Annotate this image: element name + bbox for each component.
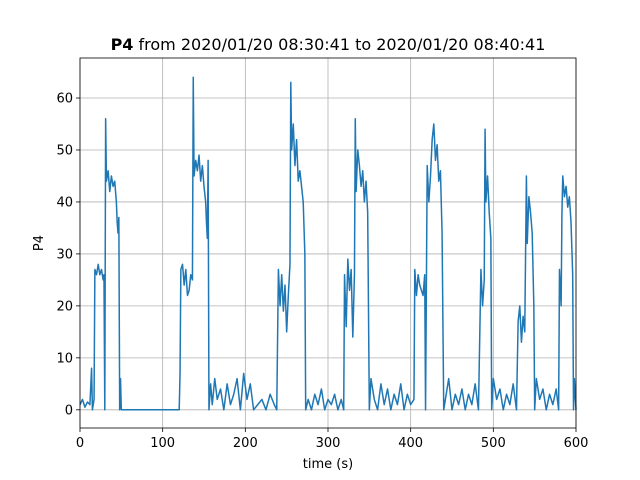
y-tick-label: 60 (56, 92, 73, 107)
y-tick-label: 30 (56, 247, 73, 262)
x-tick-label: 200 (233, 436, 258, 451)
x-tick-label: 400 (398, 436, 423, 451)
y-tick-label: 40 (56, 195, 73, 210)
title-text: from 2020/01/20 08:30:41 to 2020/01/20 0… (139, 35, 546, 54)
y-tick-label: 50 (56, 143, 73, 158)
x-tick-label: 100 (150, 436, 175, 451)
y-tick-label: 20 (56, 299, 73, 314)
x-tick-label: 0 (76, 436, 84, 451)
x-tick-label: 500 (481, 436, 506, 451)
title-bold: P4 (111, 35, 134, 54)
x-tick-label: 300 (316, 436, 341, 451)
x-axis-label: time (s) (303, 457, 353, 472)
data-line (79, 76, 577, 411)
y-axis-label: P4 (32, 235, 47, 251)
chart-title: P4 from 2020/01/20 08:30:41 to 2020/01/2… (111, 35, 546, 54)
y-tick-label: 0 (65, 403, 73, 418)
x-tick-label: 600 (564, 436, 589, 451)
y-tick-label: 10 (56, 351, 73, 366)
plot-frame (79, 57, 577, 429)
